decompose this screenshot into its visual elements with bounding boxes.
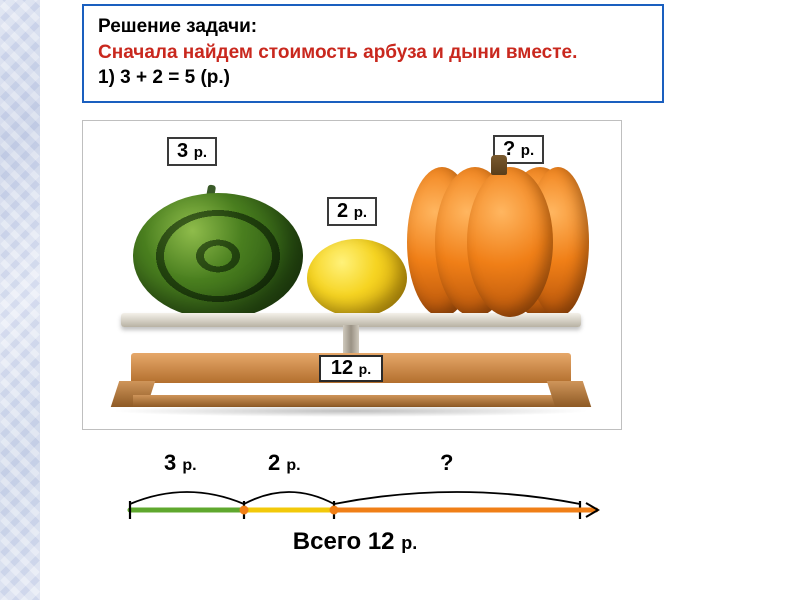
melon-price-value: 2 (337, 200, 348, 222)
number-line-diagram: 3 р. 2 р. ? Всего 12 р. (110, 450, 600, 570)
scale-stem (343, 325, 359, 355)
scale-base: 12 р. (131, 353, 571, 383)
watermelon-price-label: 3 р. (167, 137, 217, 166)
nl-total-label: Всего 12 р. (110, 528, 600, 556)
scale-figure: 3 р. 2 р. ? р. 12 р. (82, 120, 622, 430)
problem-heading: Решение задачи: (98, 14, 648, 40)
currency-unit: р. (521, 142, 534, 159)
currency-unit: р. (354, 204, 367, 221)
scale-total-label: 12 р. (319, 355, 383, 382)
scale-total-value: 12 (331, 357, 353, 379)
melon-price-label: 2 р. (327, 197, 377, 226)
watermelon-icon (133, 193, 303, 319)
problem-step-1: 1) 3 + 2 = 5 (р.) (98, 65, 648, 91)
scale-legs (115, 381, 587, 407)
currency-unit: р. (359, 361, 371, 377)
problem-instruction: Сначала найдем стоимость арбуза и дыни в… (98, 40, 648, 66)
scale-shadow (111, 405, 591, 417)
melon-icon (307, 239, 407, 317)
pumpkin-icon (407, 167, 585, 317)
problem-statement-box: Решение задачи: Сначала найдем стоимость… (82, 4, 664, 103)
slide-decoration-strip (0, 0, 40, 600)
watermelon-price-value: 3 (177, 140, 188, 162)
currency-unit: р. (194, 144, 207, 161)
number-line-svg (110, 468, 600, 528)
